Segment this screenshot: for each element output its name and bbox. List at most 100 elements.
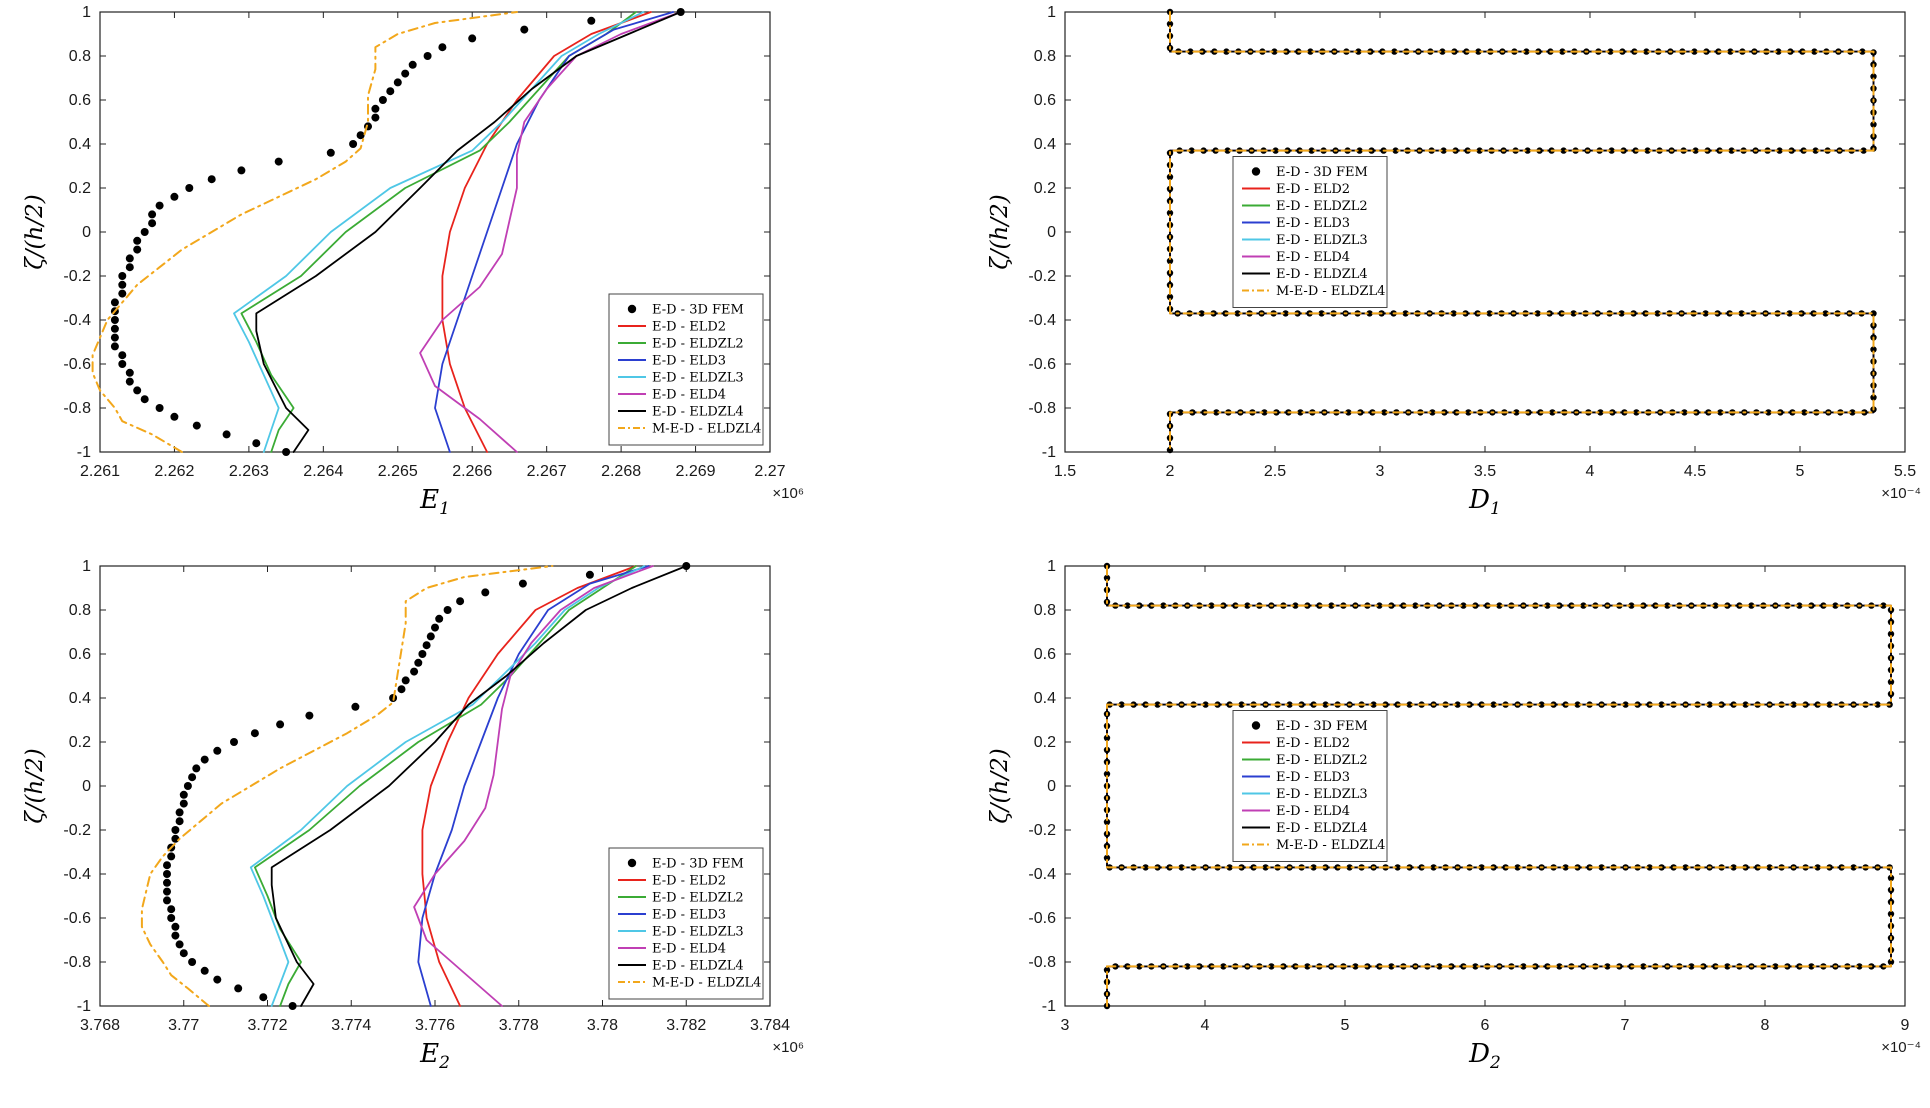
e1-axes-box	[99, 11, 771, 453]
e2-series-eldzl4	[270, 565, 688, 1007]
legend-label-medzl4: M-E-D - ELDZL4	[652, 422, 761, 437]
legend-label-fem: E-D - 3D FEM	[652, 857, 744, 872]
legend-label-medzl4: M-E-D - ELDZL4	[652, 976, 761, 991]
svg-text:3.5: 3.5	[1474, 463, 1496, 480]
svg-text:3: 3	[1376, 463, 1385, 480]
plot-e2-canvas: 3.768 3.77 3.772 3.774 3.776 3.778 3.78 3.782 3.…	[22, 558, 804, 1073]
plot-d1-canvas: 1.5 2 2.5 3 3.5 4 4.5 5 5.5 1 0.8 0.6 0.4 0.2 0 -0.2 -0.…	[987, 4, 1921, 519]
e2-series-fem	[163, 562, 691, 1010]
svg-text:5: 5	[1341, 1017, 1350, 1034]
svg-text:2.5: 2.5	[1264, 463, 1286, 480]
svg-text:-1: -1	[77, 444, 91, 461]
svg-text:2.262: 2.262	[154, 463, 194, 480]
svg-text:-0.2: -0.2	[1028, 268, 1056, 285]
d1-exponent-label: ×10⁻⁴	[1881, 485, 1921, 502]
d2-series-fem	[1103, 562, 1895, 1010]
e1-series-eld2	[441, 11, 652, 453]
e1-ticks: 2.261 2.262 2.263 2.264 2.265 2.266 2.267 2.268…	[63, 4, 785, 480]
svg-text:0: 0	[82, 224, 91, 241]
subplot-d1: 1.5 2 2.5 3 3.5 4 4.5 5 5.5 1 0.8 0.6 0.4 0.2 0 -0.2 -0.…	[965, 0, 1930, 554]
svg-text:-0.6: -0.6	[63, 910, 91, 927]
svg-text:9: 9	[1901, 1017, 1910, 1034]
legend-label-medzl4: M-E-D - ELDZL4	[1276, 838, 1385, 853]
svg-text:0: 0	[1047, 224, 1056, 241]
d1-xlabel: D1	[1468, 485, 1501, 519]
svg-text:3.784: 3.784	[750, 1017, 790, 1034]
legend-label-eldzl2: E-D - ELDZL2	[1276, 199, 1368, 214]
e1-xlabel: E1	[419, 485, 450, 519]
svg-text:0.8: 0.8	[69, 48, 91, 65]
svg-text:3.772: 3.772	[247, 1017, 287, 1034]
svg-text:-0.8: -0.8	[1028, 954, 1056, 971]
svg-text:4.5: 4.5	[1684, 463, 1706, 480]
legend-label-eld4: E-D - ELD4	[652, 388, 726, 403]
svg-text:1: 1	[82, 4, 91, 21]
svg-text:0: 0	[82, 778, 91, 795]
svg-text:4: 4	[1586, 463, 1595, 480]
d1-axes-box	[1064, 11, 1906, 453]
svg-text:0.2: 0.2	[69, 180, 91, 197]
svg-text:7: 7	[1621, 1017, 1630, 1034]
e2-xlabel: E2	[419, 1039, 450, 1073]
e1-series-eld3	[434, 11, 675, 453]
legend-label-eldzl4: E-D - ELDZL4	[652, 405, 744, 420]
d2-xlabel: D2	[1468, 1039, 1501, 1073]
e1-ylabel: ζ/(h/2)	[22, 194, 48, 269]
plot-e1-canvas: 2.261 2.262 2.263 2.264 2.265 2.266 2.267 2.268…	[22, 4, 804, 519]
svg-text:2.268: 2.268	[601, 463, 641, 480]
e1-series-eldzl4	[255, 11, 682, 453]
d1-ticks: 1.5 2 2.5 3 3.5 4 4.5 5 5.5 1 0.8 0.6 0.4 0.2 0 -0.2 -0.…	[1028, 4, 1916, 480]
subplot-d2: 3 4 5 6 7 8 9 1 0.8 0.6 0.4 0.2 0 -0.2 -0.4 -0.6 -0.8 -1 ζ…	[965, 554, 1930, 1108]
e1-series-fem	[110, 8, 685, 456]
legend-label-eldzl4: E-D - ELDZL4	[1276, 821, 1368, 836]
svg-text:-0.4: -0.4	[1028, 312, 1056, 329]
e2-series-eld4	[413, 565, 654, 1007]
svg-text:2.266: 2.266	[452, 463, 492, 480]
svg-text:0.6: 0.6	[69, 92, 91, 109]
d2-axes-box	[1064, 565, 1906, 1007]
svg-text:0.8: 0.8	[1034, 48, 1056, 65]
svg-text:-0.6: -0.6	[63, 356, 91, 373]
d2-exponent-label: ×10⁻⁴	[1881, 1039, 1921, 1056]
svg-text:3.782: 3.782	[666, 1017, 706, 1034]
svg-text:0.4: 0.4	[69, 136, 91, 153]
d2-legend: E-D - 3D FEM E-D - ELD2 E-D - ELDZL2 E-D - …	[1232, 710, 1388, 862]
legend-label-eldzl3: E-D - ELDZL3	[652, 925, 744, 940]
legend-label-eldzl2: E-D - ELDZL2	[1276, 753, 1368, 768]
svg-text:0: 0	[1047, 778, 1056, 795]
d2-series-eld3	[1106, 565, 1892, 1007]
d2-ylabel: ζ/(h/2)	[987, 748, 1013, 823]
legend-label-eldzl3: E-D - ELDZL3	[652, 371, 744, 386]
legend-label-eld4: E-D - ELD4	[652, 942, 726, 957]
svg-text:2.267: 2.267	[527, 463, 567, 480]
svg-text:5: 5	[1796, 463, 1805, 480]
svg-text:0.6: 0.6	[1034, 92, 1056, 109]
d2-series-eld4	[1106, 565, 1892, 1007]
legend-label-fem: E-D - 3D FEM	[1276, 165, 1368, 180]
legend-label-eldzl2: E-D - ELDZL2	[652, 891, 744, 906]
svg-text:1: 1	[1047, 558, 1056, 575]
svg-text:0.6: 0.6	[1034, 646, 1056, 663]
svg-text:0.2: 0.2	[1034, 180, 1056, 197]
legend-label-eld3: E-D - ELD3	[652, 354, 726, 369]
svg-text:-0.6: -0.6	[1028, 910, 1056, 927]
legend-label-fem: E-D - 3D FEM	[1276, 719, 1368, 734]
d2-series-eldzl2	[1106, 565, 1892, 1007]
svg-text:2.263: 2.263	[229, 463, 269, 480]
svg-text:0.4: 0.4	[1034, 136, 1056, 153]
svg-text:2: 2	[1166, 463, 1175, 480]
legend-marker-fem	[1251, 721, 1261, 730]
svg-text:1.5: 1.5	[1054, 463, 1076, 480]
svg-text:0.8: 0.8	[69, 602, 91, 619]
e1-series-medzl4	[91, 11, 518, 453]
svg-text:0.8: 0.8	[1034, 602, 1056, 619]
d2-series-eldzl3	[1106, 565, 1892, 1007]
d2-series-eld2	[1106, 565, 1892, 1007]
svg-text:1: 1	[82, 558, 91, 575]
e2-legend: E-D - 3D FEM E-D - ELD2 E-D - ELDZL2 E-D - …	[608, 847, 764, 1000]
svg-text:0.4: 0.4	[69, 690, 91, 707]
svg-text:1: 1	[1047, 4, 1056, 21]
legend-label-eldzl2: E-D - ELDZL2	[652, 337, 744, 352]
svg-text:3.768: 3.768	[80, 1017, 120, 1034]
